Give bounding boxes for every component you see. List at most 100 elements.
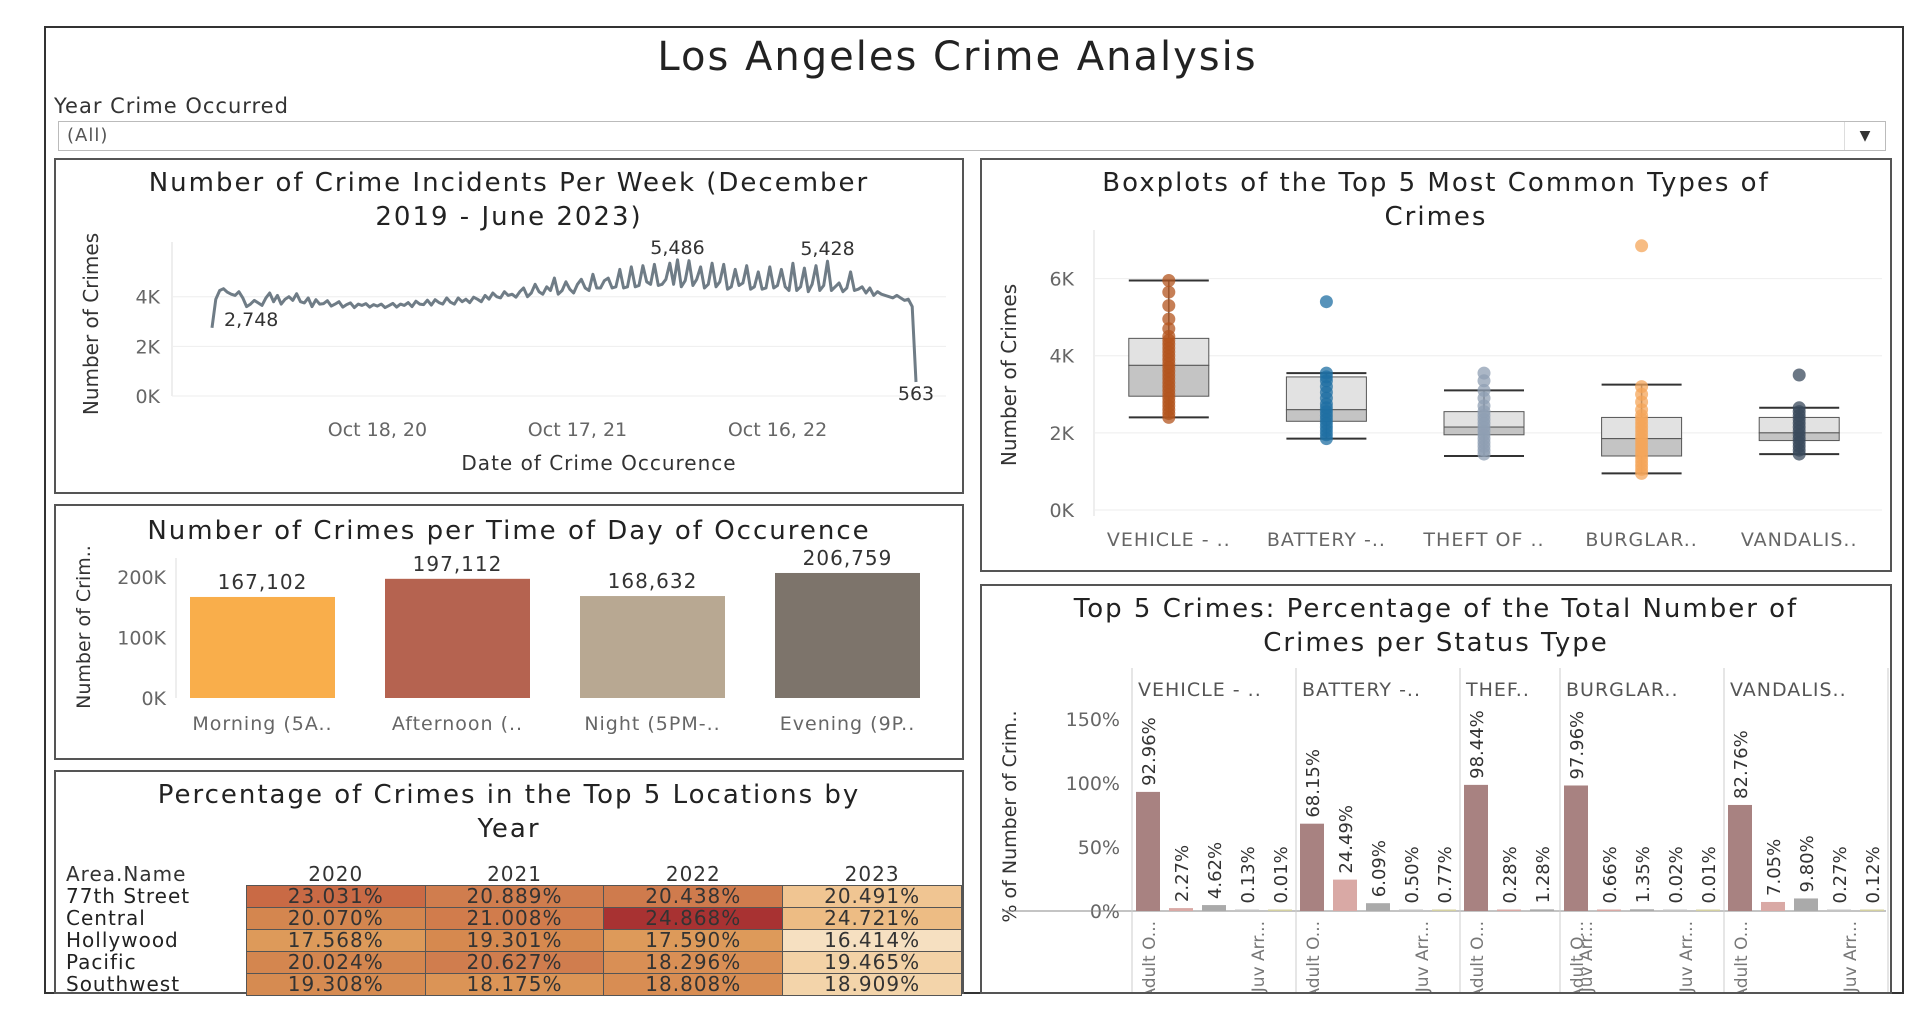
year-filter-value: (All) [67,125,109,146]
heatmap-cell: 16.414% [782,929,962,952]
status-bar [1696,909,1720,911]
status-axis-label-juv: Juv Arr... [1577,921,1597,992]
heatmap-cell: 24.721% [782,907,962,930]
weekly-crime-panel: Number of Crime Incidents Per Week (Dece… [54,158,964,494]
box-data-point [1162,299,1176,313]
status-data-label: 0.27% [1830,846,1851,903]
heatmap-cell: 17.590% [603,929,784,952]
status-bar [1827,909,1851,911]
status-bar [1761,901,1785,911]
status-axis-label-juv: Juv Arr... [1841,921,1861,992]
status-bar [1794,898,1818,911]
status-axis-label-adult: Adult O... [1568,921,1588,992]
box-data-point [1162,322,1176,336]
heatmap-col-2021: 2021 [487,862,542,886]
box-category-label: VANDALIS.. [1741,529,1858,551]
status-bar [1202,905,1226,911]
weekly-y-tick-label: 2K [135,336,160,358]
status-axis-label-juv: Juv Arr... [1249,921,1269,992]
status-bar [1268,909,1292,911]
status-axis-label-juv: Juv Arr... [1413,921,1433,992]
tod-category-label: Evening (9P.. [780,713,915,735]
chevron-down-icon[interactable]: ▼ [1844,122,1885,150]
box-y-tick-label: 4K [1049,346,1074,368]
heatmap-area-name: Pacific [66,950,137,974]
tod-y-axis-title: Number of Crim.. [73,545,95,709]
status-bar [1136,791,1160,911]
status-axis-label-juv: Juv Arr... [1677,921,1697,992]
tod-y-tick-label: 0K [141,688,166,710]
status-data-label: 1.28% [1533,846,1554,903]
weekly-y-tick-label: 0K [135,386,160,408]
status-bar [1399,909,1423,911]
time-of-day-bar-chart: 0K 100K 200K Number of Crim.. 167,102 Morning… [73,545,920,735]
status-axis-label-adult: Adult O... [1304,921,1324,992]
heatmap-area-name: 77th Street [66,884,191,908]
box-y-tick-label: 2K [1049,423,1074,445]
tod-bar [385,578,530,698]
tod-bar [580,596,725,698]
status-data-label: 4.62% [1205,842,1226,899]
status-bar [1728,804,1752,911]
heatmap-area-name: Southwest [66,972,181,996]
status-panel: Top 5 Crimes: Percentage of the Total Nu… [980,584,1892,994]
heatmap-cell: 20.024% [245,951,426,974]
status-axis-label-adult: Adult O... [1140,921,1160,992]
weekly-data-label: 5,428 [800,238,854,260]
status-data-label: 0.28% [1500,846,1521,903]
status-y-axis-title: % of Number of Crim.. [999,710,1021,922]
box-data-point [1162,312,1176,326]
status-data-label: 0.12% [1863,846,1884,903]
status-axis-label-adult: Adult O... [1468,921,1488,992]
box-data-point [1477,366,1491,380]
heatmap-col-2020: 2020 [308,862,364,886]
weekly-data-label: 5,486 [650,237,704,259]
time-of-day-panel: Number of Crimes per Time of Day of Occu… [54,504,964,760]
status-bar [1630,909,1654,911]
tod-bar [775,572,920,698]
status-y-tick-label: 50% [1078,837,1120,859]
weekly-x-tick-label: Oct 17, 21 [528,419,627,441]
box-data-point [1792,368,1806,382]
tod-data-label: 197,112 [413,552,503,576]
year-filter-label: Year Crime Occurred [54,94,289,118]
status-facet-label: BATTERY -.. [1302,679,1421,701]
heatmap-col-2023: 2023 [844,862,900,886]
status-bar [1497,909,1521,911]
heatmap-cell: 17.568% [245,929,426,952]
status-y-tick-label: 0% [1090,901,1120,923]
weekly-chart-title-line1: Number of Crime Incidents Per Week (Dece… [148,168,870,198]
box-data-point [1319,366,1333,380]
status-data-label: 0.13% [1238,846,1259,903]
heatmap-row: Pacific 20.024% 20.627% 18.296% 19.465% [66,950,962,974]
heatmap-cell: 20.627% [424,951,605,974]
locations-heatmap: Area.Name 2020 2021 2022 2023 77th Stree… [66,864,962,996]
weekly-x-tick-label: Oct 18, 20 [328,419,427,441]
heatmap-cell: 21.008% [424,907,605,930]
tod-data-label: 168,632 [608,569,698,593]
weekly-x-tick-label: Oct 16, 22 [728,419,827,441]
heatmap-cell: 18.909% [782,973,962,996]
box-y-tick-label: 0K [1049,500,1074,522]
status-bar-chart: 0% 50% 100% 150% % of Number of Crim.. VEHICL… [999,668,1889,992]
status-data-label: 24.49% [1336,805,1357,874]
weekly-chart-title-line2: 2019 - June 2023) [375,202,643,232]
status-data-label: 0.01% [1699,846,1720,903]
boxplot-panel: Boxplots of the Top 5 Most Common Types … [980,158,1892,572]
heatmap-row-header: Area.Name [66,862,187,887]
weekly-x-axis-title: Date of Crime Occurence [461,451,736,475]
heatmap-cell: 19.308% [245,973,426,996]
status-data-label: 0.50% [1402,846,1423,903]
tod-y-tick-label: 200K [117,567,166,589]
box-data-point [1319,295,1333,309]
tod-category-label: Morning (5A.. [192,713,332,735]
weekly-y-tick-label: 4K [135,287,160,309]
tod-category-label: Night (5PM-.. [584,713,720,735]
year-filter-dropdown[interactable]: (All) ▼ [58,121,1886,151]
boxplot-title-line2: Crimes [1384,202,1488,232]
box-data-point [1635,239,1649,253]
status-data-label: 82.76% [1731,730,1752,799]
weekly-y-axis-title: Number of Crimes [79,233,103,415]
box-category-label: BATTERY -.. [1267,529,1386,551]
status-title-line2: Crimes per Status Type [1263,628,1609,658]
